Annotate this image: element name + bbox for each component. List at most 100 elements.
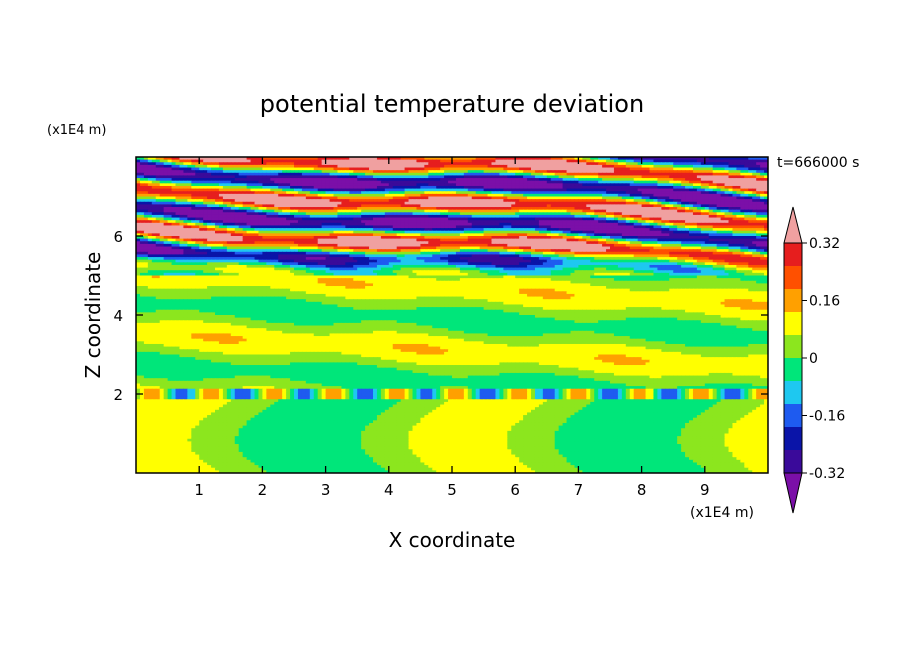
- field-cell: [159, 204, 165, 208]
- field-cell: [357, 162, 362, 166]
- field-cell: [637, 178, 643, 182]
- field-cell: [546, 175, 552, 179]
- field-cell: [396, 178, 402, 182]
- field-cell: [325, 170, 331, 174]
- field-cell: [613, 191, 619, 195]
- field-cell: [207, 188, 212, 192]
- field-cell: [171, 170, 177, 174]
- field-cell: [752, 201, 757, 205]
- field-cell: [681, 170, 686, 174]
- field-cell: [475, 178, 481, 182]
- field-cell: [542, 209, 548, 213]
- field-cell: [353, 207, 358, 211]
- field-cell: [337, 178, 342, 182]
- field-cell: [487, 201, 493, 205]
- field-cell: [661, 183, 666, 187]
- field-cell: [519, 162, 524, 166]
- field-cell: [432, 191, 437, 195]
- field-cell: [163, 175, 169, 179]
- field-cell: [554, 191, 560, 195]
- field-cell: [617, 164, 623, 169]
- field-cell: [625, 188, 631, 192]
- field-cell: [681, 196, 686, 200]
- field-cell: [286, 185, 291, 190]
- field-cell: [523, 201, 528, 205]
- field-cell: [685, 157, 690, 161]
- field-cell: [448, 157, 453, 161]
- field-cell: [420, 167, 425, 171]
- field-cell: [297, 201, 303, 205]
- field-cell: [341, 159, 346, 163]
- field-cell: [266, 185, 271, 190]
- field-cell: [519, 188, 524, 192]
- field-cell: [696, 185, 702, 190]
- field-cell: [321, 180, 327, 184]
- field-cell: [602, 164, 607, 169]
- field-cell: [230, 167, 236, 171]
- field-cell: [147, 164, 153, 169]
- field-cell: [136, 201, 141, 205]
- field-cell: [542, 159, 548, 163]
- field-cell: [590, 196, 595, 200]
- field-cell: [171, 207, 177, 211]
- field-cell: [297, 172, 303, 177]
- field-cell: [748, 164, 753, 169]
- field-cell: [459, 178, 465, 182]
- field-cell: [167, 201, 173, 205]
- field-cell: [515, 175, 520, 179]
- field-cell: [507, 157, 512, 161]
- field-cell: [313, 207, 319, 211]
- field-cell: [290, 199, 295, 203]
- field-cell: [369, 170, 374, 174]
- field-cell: [507, 209, 512, 213]
- field-cell: [171, 209, 177, 213]
- field-cell: [613, 188, 619, 192]
- field-cell: [254, 209, 260, 213]
- field-cell: [317, 183, 323, 187]
- field-cell: [748, 185, 753, 190]
- field-cell: [550, 209, 556, 213]
- field-cell: [155, 178, 161, 182]
- field-cell: [744, 207, 749, 211]
- field-cell: [613, 167, 619, 171]
- field-cell: [404, 183, 410, 187]
- field-cell: [369, 185, 374, 190]
- field-cell: [238, 201, 244, 205]
- field-cell: [467, 159, 473, 163]
- field-cell: [665, 199, 670, 203]
- field-cell: [266, 204, 271, 208]
- field-cell: [546, 191, 552, 195]
- field-cell: [305, 207, 311, 211]
- field-cell: [317, 180, 323, 184]
- field-cell: [163, 167, 169, 171]
- field-cell: [578, 185, 583, 190]
- field-cell: [748, 188, 753, 192]
- field-cell: [305, 164, 311, 169]
- field-cell: [226, 196, 232, 200]
- field-cell: [756, 159, 761, 163]
- field-cell: [483, 178, 489, 182]
- field-cell: [195, 167, 200, 171]
- field-cell: [744, 183, 749, 187]
- field-cell: [613, 175, 619, 179]
- field-cell: [218, 201, 224, 205]
- field-cell: [673, 170, 678, 174]
- field-cell: [724, 172, 730, 177]
- field-cell: [708, 199, 714, 203]
- field-cell: [689, 180, 694, 184]
- field-cell: [234, 175, 240, 179]
- field-cell: [665, 172, 670, 177]
- field-cell: [365, 199, 370, 203]
- field-cell: [270, 162, 275, 166]
- field-cell: [143, 196, 149, 200]
- field-cell: [369, 178, 374, 182]
- field-cell: [657, 170, 662, 174]
- field-cell: [610, 185, 615, 190]
- field-cell: [452, 164, 457, 169]
- field-cell: [645, 209, 651, 213]
- field-cell: [760, 157, 765, 161]
- field-cell: [416, 172, 421, 177]
- field-cell: [685, 172, 690, 177]
- field-cell: [700, 157, 706, 161]
- field-cell: [740, 157, 745, 161]
